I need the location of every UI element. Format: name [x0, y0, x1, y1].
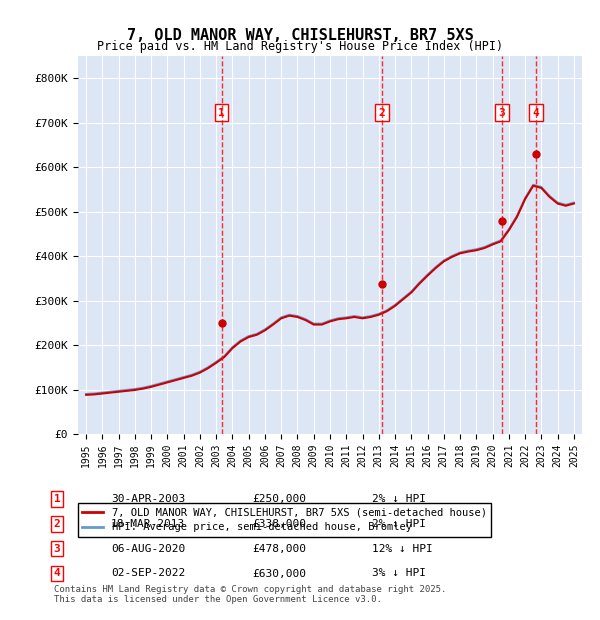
- Text: 1: 1: [53, 494, 61, 504]
- Text: 30-APR-2003: 30-APR-2003: [111, 494, 185, 504]
- Text: Price paid vs. HM Land Registry's House Price Index (HPI): Price paid vs. HM Land Registry's House …: [97, 40, 503, 53]
- Legend: 7, OLD MANOR WAY, CHISLEHURST, BR7 5XS (semi-detached house), HPI: Average price: 7, OLD MANOR WAY, CHISLEHURST, BR7 5XS (…: [78, 503, 491, 536]
- Text: 2: 2: [379, 107, 386, 118]
- Text: 2% ↓ HPI: 2% ↓ HPI: [372, 519, 426, 529]
- Text: 12% ↓ HPI: 12% ↓ HPI: [372, 544, 433, 554]
- Text: 2: 2: [53, 519, 61, 529]
- Text: 3: 3: [499, 107, 506, 118]
- Text: £478,000: £478,000: [252, 544, 306, 554]
- Text: 3% ↓ HPI: 3% ↓ HPI: [372, 569, 426, 578]
- Text: £630,000: £630,000: [252, 569, 306, 578]
- Text: 4: 4: [53, 569, 61, 578]
- Text: 7, OLD MANOR WAY, CHISLEHURST, BR7 5XS: 7, OLD MANOR WAY, CHISLEHURST, BR7 5XS: [127, 28, 473, 43]
- Text: Contains HM Land Registry data © Crown copyright and database right 2025.
This d: Contains HM Land Registry data © Crown c…: [54, 585, 446, 604]
- Text: 4: 4: [533, 107, 539, 118]
- Text: 3: 3: [53, 544, 61, 554]
- Text: 02-SEP-2022: 02-SEP-2022: [111, 569, 185, 578]
- Text: 1: 1: [218, 107, 225, 118]
- Text: £250,000: £250,000: [252, 494, 306, 504]
- Text: 2% ↓ HPI: 2% ↓ HPI: [372, 494, 426, 504]
- Text: £338,000: £338,000: [252, 519, 306, 529]
- Text: 06-AUG-2020: 06-AUG-2020: [111, 544, 185, 554]
- Text: 18-MAR-2013: 18-MAR-2013: [111, 519, 185, 529]
